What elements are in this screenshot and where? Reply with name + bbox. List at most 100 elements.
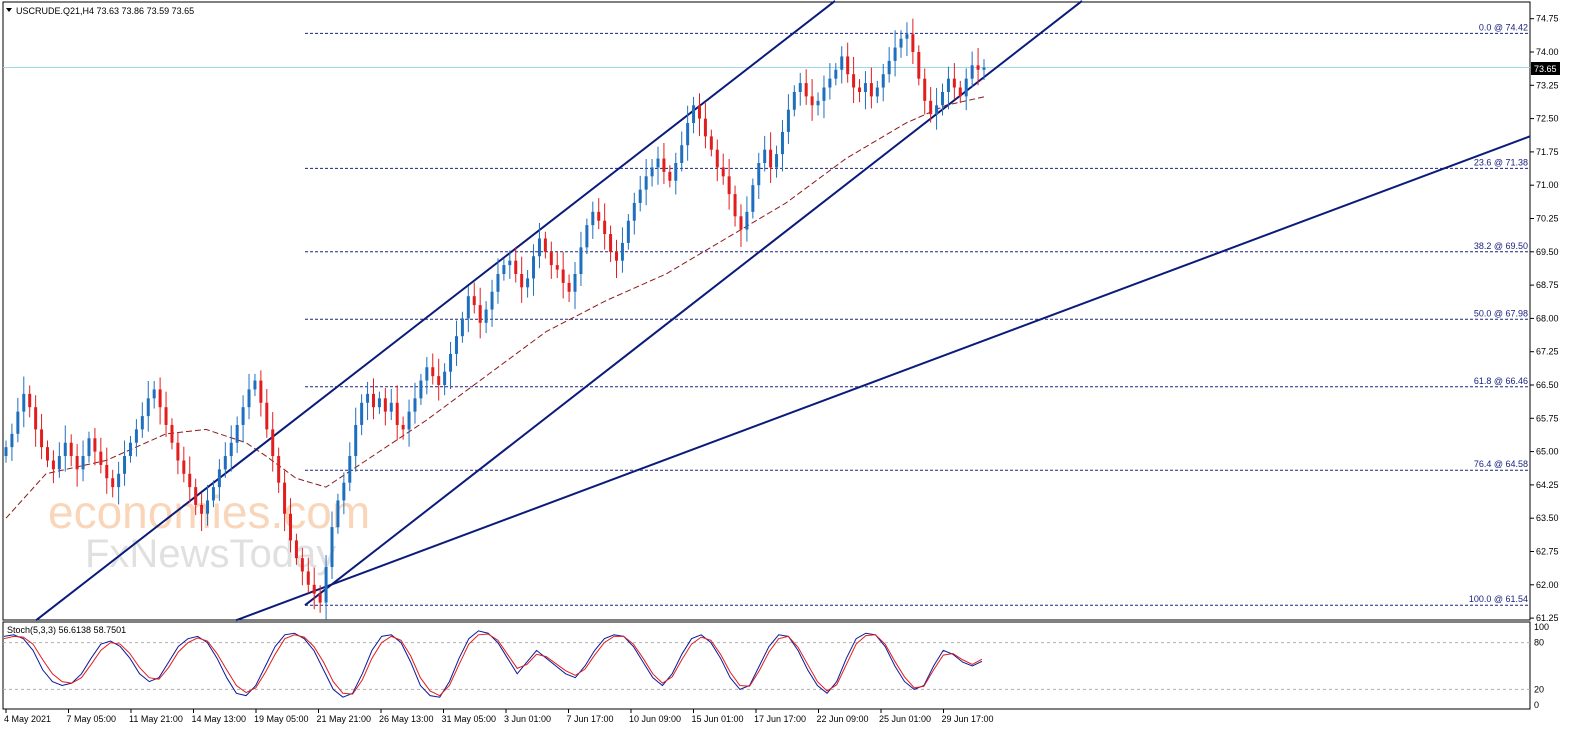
symbol-header: USCRUDE.Q21,H4 73.63 73.86 73.59 73.65 — [16, 6, 194, 16]
candle-body — [454, 336, 458, 354]
candle-body — [905, 34, 909, 39]
candle-body — [520, 274, 524, 288]
candle-body — [377, 398, 381, 408]
y-tick-label: 73.25 — [1536, 80, 1559, 90]
candle-body — [81, 456, 85, 470]
candle-body — [603, 220, 607, 235]
candle-body — [128, 442, 132, 457]
x-tick-label: 25 Jun 01:00 — [879, 714, 931, 724]
candle-body — [686, 123, 690, 146]
candle-body — [235, 424, 239, 443]
candle-body — [57, 456, 61, 470]
x-tick-label: 11 May 21:00 — [129, 714, 183, 724]
price-axis: 74.75 74.00 73.25 72.50 71.75 71.00 70.25 69.50… — [1530, 14, 1559, 623]
candle-body — [63, 442, 67, 457]
candle-body — [786, 109, 790, 132]
candle-body — [745, 211, 749, 230]
candlesticks — [4, 18, 986, 620]
x-tick-label: 19 May 05:00 — [254, 714, 309, 724]
x-tick-label: 31 May 05:00 — [442, 714, 497, 724]
candle-body — [846, 56, 850, 75]
candle-body — [579, 247, 583, 274]
candle-body — [638, 189, 642, 203]
candle-body — [271, 429, 275, 457]
candle-body — [573, 274, 577, 292]
candle-body — [152, 389, 156, 399]
candle-body — [4, 447, 8, 457]
candle-body — [277, 456, 281, 483]
indicator-panel-frame — [2, 621, 1531, 710]
candle-body — [816, 100, 820, 106]
candle-body — [336, 500, 340, 528]
symbol-dropdown-icon[interactable] — [6, 8, 12, 12]
candle-body — [644, 176, 648, 190]
candle-body — [668, 171, 672, 181]
candle-body — [51, 460, 55, 470]
current-price-label: 73.65 — [1534, 64, 1557, 74]
fib-level-label: 23.6 @ 71.38 — [1474, 157, 1528, 167]
x-tick-label: 14 May 13:00 — [192, 714, 247, 724]
candle-body — [395, 402, 399, 425]
x-tick-label: 4 May 2021 — [4, 714, 51, 724]
candle-body — [253, 380, 257, 390]
y-tick-label: 74.00 — [1536, 47, 1559, 57]
candle-body — [324, 567, 328, 603]
candle-body — [964, 78, 968, 97]
candle-body — [312, 584, 316, 594]
candle-body — [318, 593, 322, 603]
candle-body — [176, 442, 180, 461]
y-tick-label: 64.25 — [1536, 480, 1559, 490]
candle-body — [632, 202, 636, 221]
candle-body — [721, 167, 725, 177]
candle-body — [431, 367, 435, 377]
candle-body — [371, 393, 375, 408]
candle-body — [425, 367, 429, 381]
stoch-axis-label: 20 — [1534, 684, 1544, 694]
candle-body — [10, 433, 14, 448]
x-tick-label: 22 Jun 09:00 — [817, 714, 869, 724]
candle-body — [16, 411, 20, 434]
candle-body — [763, 149, 767, 163]
candle-body — [105, 464, 109, 479]
candle-body — [300, 558, 304, 572]
candle-body — [769, 149, 773, 168]
candle-body — [508, 260, 512, 266]
y-tick-label: 70.25 — [1536, 214, 1559, 224]
candle-body — [549, 251, 553, 266]
time-axis: 4 May 2021 7 May 05:00 11 May 21:00 14 May … — [4, 709, 994, 724]
candle-body — [75, 456, 79, 470]
y-tick-label: 71.00 — [1536, 180, 1559, 190]
x-tick-label: 3 Jun 01:00 — [504, 714, 551, 724]
candle-body — [259, 380, 263, 403]
candle-body — [828, 78, 832, 88]
candle-body — [650, 167, 654, 177]
y-tick-label: 68.00 — [1536, 313, 1559, 323]
candle-body — [526, 278, 530, 288]
candle-body — [881, 74, 885, 88]
candle-body — [200, 504, 204, 514]
candle-body — [958, 87, 962, 97]
y-tick-label: 74.75 — [1536, 14, 1559, 24]
candle-body — [739, 216, 743, 230]
candle-body — [28, 393, 32, 408]
candle-body — [182, 460, 186, 474]
main-panel-frame — [2, 1, 1531, 621]
candle-body — [383, 398, 387, 412]
y-tick-label: 72.50 — [1536, 114, 1559, 124]
candle-body — [514, 260, 518, 274]
candle-body — [496, 274, 500, 292]
candle-body — [757, 163, 761, 186]
candle-body — [609, 234, 613, 252]
trendline — [304, 0, 1083, 607]
candle-body — [727, 176, 731, 195]
candle-body — [775, 154, 779, 168]
x-tick-label: 10 Jun 09:00 — [629, 714, 681, 724]
x-tick-label: 7 May 05:00 — [67, 714, 117, 724]
candle-body — [69, 442, 73, 457]
candle-body — [597, 211, 601, 221]
x-tick-label: 26 May 13:00 — [379, 714, 434, 724]
candle-body — [893, 47, 897, 61]
candle-body — [134, 429, 138, 443]
candle-body — [229, 442, 233, 457]
